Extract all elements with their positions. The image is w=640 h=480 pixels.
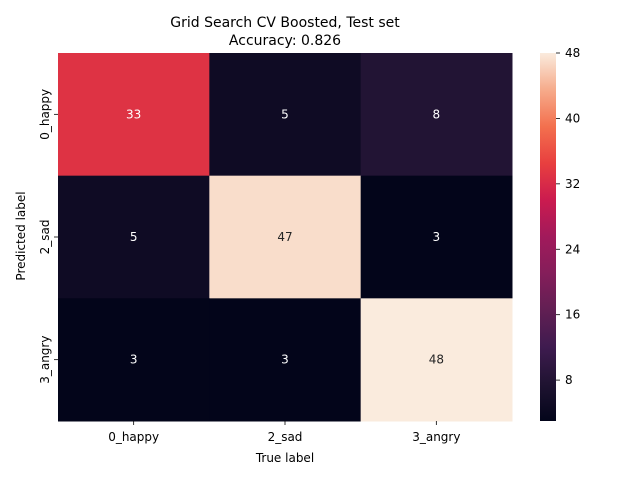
heatmap-cell: [209, 53, 362, 177]
x-tick-label: 0_happy: [108, 430, 159, 444]
heatmap-cell: [360, 298, 513, 422]
y-tick-label: 2_sad: [38, 220, 52, 255]
heatmap-cell: [360, 175, 513, 299]
colorbar: [540, 53, 556, 421]
heatmap-cell: [58, 175, 210, 299]
heatmap-cell: [58, 53, 210, 177]
heatmap-cell: [58, 298, 210, 422]
cell-value-label: 48: [429, 353, 444, 367]
colorbar-ticks: 8 16 24 32 40 48: [556, 46, 580, 387]
chart-title: Grid Search CV Boosted, Test set: [170, 15, 400, 31]
cell-value-label: 33: [126, 107, 141, 121]
y-tick-label: 3_angry: [38, 336, 52, 384]
chart-subtitle: Accuracy: 0.826: [229, 33, 341, 49]
x-axis-label: True label: [255, 451, 314, 465]
x-tick-label: 3_angry: [412, 430, 460, 444]
colorbar-tick-label: 48: [565, 46, 580, 60]
colorbar-tick-label: 24: [565, 242, 580, 256]
cell-value-label: 3: [281, 353, 289, 367]
colorbar-tick-label: 16: [565, 308, 580, 322]
y-tick-labels: 0_happy 2_sad 3_angry: [38, 89, 58, 384]
heatmap-cell: [209, 175, 362, 299]
y-axis-label: Predicted label: [14, 191, 28, 280]
cell-value-label: 5: [281, 107, 289, 121]
colorbar-tick-label: 32: [565, 177, 580, 191]
colorbar-tick-label: 40: [565, 111, 580, 125]
y-tick-label: 0_happy: [38, 89, 52, 140]
cell-value-label: 47: [277, 230, 292, 244]
cell-value-label: 8: [433, 107, 441, 121]
cell-value-label: 3: [130, 353, 138, 367]
x-tick-labels: 0_happy 2_sad 3_angry: [108, 421, 460, 444]
heatmap-cell: [360, 53, 513, 177]
colorbar-tick-label: 8: [565, 373, 573, 387]
cell-value-label: 5: [130, 230, 138, 244]
heatmap-cells: 33 5 85 47 33 3 48: [58, 53, 513, 422]
cell-value-label: 3: [433, 230, 441, 244]
heatmap-cell: [209, 298, 362, 422]
x-tick-label: 2_sad: [268, 430, 303, 444]
